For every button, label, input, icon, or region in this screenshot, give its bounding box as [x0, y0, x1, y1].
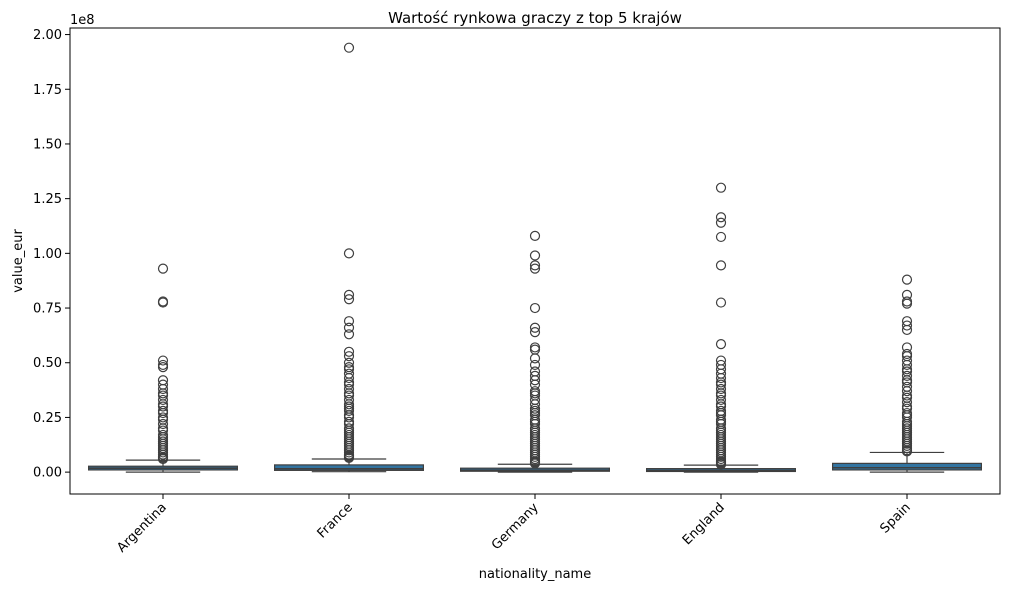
y-tick-label: 1.00	[33, 247, 62, 262]
outlier-point	[343, 42, 355, 53]
outlier-point	[343, 294, 355, 305]
chart-title: Wartość rynkowa graczy z top 5 krajów	[388, 9, 682, 27]
outlier-point	[901, 359, 913, 371]
outlier-point	[715, 339, 727, 350]
outlier-point	[715, 231, 727, 243]
x-tick-label: Germany	[489, 500, 542, 553]
outlier-point	[157, 362, 169, 373]
x-tick-label: Spain	[878, 500, 914, 536]
y-tick-label: 1.25	[33, 192, 62, 207]
y-tick-label: 2.00	[33, 28, 62, 43]
outlier-point	[715, 182, 727, 193]
outlier-point	[901, 397, 913, 408]
iqr-box	[831, 462, 982, 471]
box-group-france	[274, 42, 425, 473]
iqr-box	[274, 464, 425, 471]
outlier-point	[901, 320, 913, 331]
y-axis: 0.00 0.25 0.50 0.75 1.00 1.25 1.50 1.75 2.00	[33, 28, 70, 481]
outlier-point	[715, 212, 727, 223]
outlier-point	[343, 316, 355, 327]
outlier-point	[343, 346, 355, 357]
outlier-point	[529, 263, 541, 274]
y-tick-label: 0.50	[33, 356, 62, 371]
outlier-point	[343, 329, 355, 340]
outlier-point	[529, 344, 541, 355]
outlier-point	[343, 372, 355, 384]
outlier-point	[529, 353, 541, 364]
outlier-point	[529, 260, 541, 271]
outlier-point	[343, 452, 355, 464]
outlier-point	[715, 394, 727, 406]
outlier-point	[343, 383, 355, 395]
outlier-point	[529, 342, 541, 353]
outlier-point	[157, 407, 169, 419]
box-group-england	[645, 182, 796, 473]
outlier-point	[157, 383, 169, 395]
y-tick-label: 0.25	[33, 411, 62, 426]
x-tick-label: France	[315, 500, 356, 541]
outlier-point	[157, 453, 169, 465]
outlier-point	[529, 250, 541, 261]
x-tick-label: England	[680, 500, 728, 548]
outlier-point	[157, 401, 169, 412]
outlier-point	[529, 230, 541, 241]
outlier-point	[529, 375, 541, 386]
outlier-point	[715, 297, 727, 308]
outlier-point	[715, 459, 727, 470]
outlier-point	[901, 446, 913, 457]
x-axis: Argentina France Germany England Spain	[114, 494, 914, 556]
outlier-point	[157, 418, 169, 430]
outlier-point	[157, 263, 169, 274]
outlier-point	[343, 351, 355, 362]
box-group-germany	[460, 230, 611, 473]
outlier-point	[715, 372, 727, 384]
outlier-point	[901, 324, 913, 336]
outlier-point	[715, 217, 727, 228]
outlier-point	[343, 405, 355, 416]
outlier-point	[529, 458, 541, 469]
outlier-point	[157, 355, 169, 366]
y-offset-label: 1e8	[70, 13, 95, 28]
outlier-point	[901, 274, 913, 285]
y-tick-label: 0.75	[33, 302, 62, 317]
box-group-spain	[831, 274, 982, 473]
outlier-point	[343, 248, 355, 259]
y-tick-label: 0.00	[33, 466, 62, 481]
y-axis-label: value_eur	[11, 229, 26, 293]
y-tick-label: 1.50	[33, 137, 62, 152]
outlier-point	[901, 386, 913, 397]
outlier-point	[343, 357, 355, 368]
box-group-argentina	[87, 263, 239, 473]
outlier-point	[529, 322, 541, 333]
outlier-point	[715, 383, 727, 395]
outlier-point	[343, 322, 355, 333]
outlier-point	[157, 394, 169, 406]
outlier-point	[901, 296, 913, 307]
x-axis-label: nationality_name	[479, 567, 591, 582]
x-tick-label: Argentina	[114, 500, 169, 555]
outlier-point	[529, 359, 541, 371]
outlier-point	[529, 327, 541, 338]
outlier-point	[343, 289, 355, 301]
y-tick-label: 1.75	[33, 83, 62, 98]
outlier-point	[529, 302, 541, 314]
outlier-point	[901, 298, 913, 309]
outlier-point	[715, 260, 727, 271]
outlier-point	[343, 412, 355, 423]
outlier-point	[157, 297, 169, 308]
outlier-point	[901, 370, 913, 381]
plot-area	[87, 42, 982, 473]
